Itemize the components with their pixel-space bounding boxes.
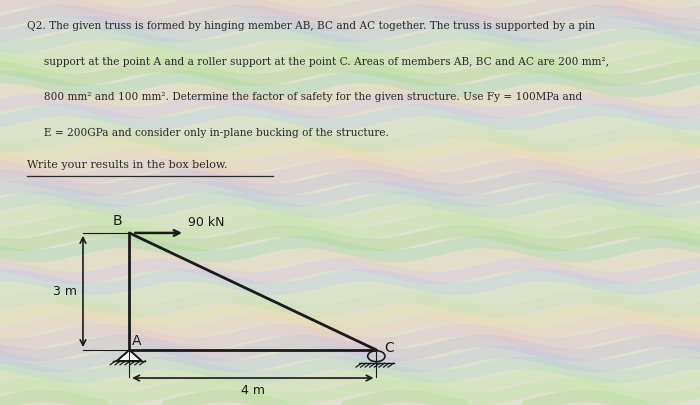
Text: 800 mm² and 100 mm². Determine the factor of safety for the given structure. Use: 800 mm² and 100 mm². Determine the facto… <box>27 92 582 102</box>
Text: 3 m: 3 m <box>52 285 77 298</box>
Text: Q2. The given truss is formed by hinging member AB, BC and AC together. The trus: Q2. The given truss is formed by hinging… <box>27 21 596 31</box>
Text: 90 kN: 90 kN <box>188 216 225 229</box>
Polygon shape <box>117 350 141 361</box>
Text: 4 m: 4 m <box>241 384 265 397</box>
Text: support at the point A and a roller support at the point C. Areas of members AB,: support at the point A and a roller supp… <box>27 57 610 67</box>
Text: C: C <box>384 341 393 355</box>
Text: B: B <box>112 214 122 228</box>
Text: A: A <box>132 334 142 348</box>
Text: E = 200GPa and consider only in-plane bucking of the structure.: E = 200GPa and consider only in-plane bu… <box>27 128 389 138</box>
Text: Write your results in the box below.: Write your results in the box below. <box>27 160 228 170</box>
